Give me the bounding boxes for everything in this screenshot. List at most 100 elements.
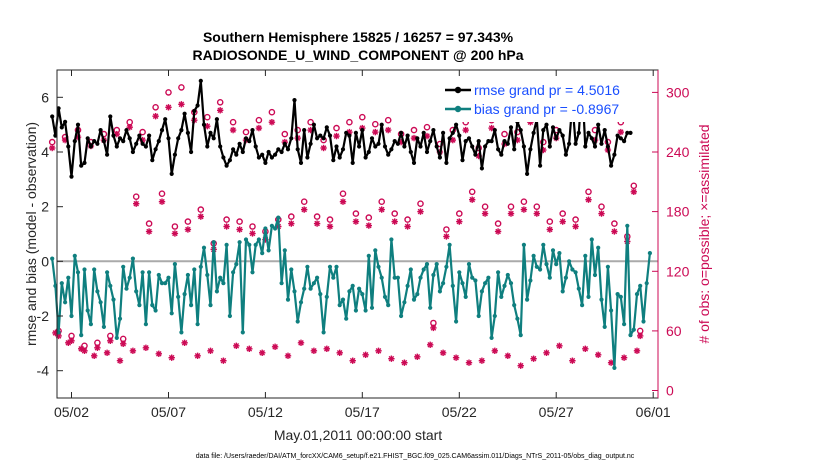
obs-possible-point [494, 220, 502, 227]
rmse-point [156, 139, 161, 144]
rmse-point [376, 141, 381, 146]
obs-possible-point [326, 216, 334, 223]
obs-assimilated-point [559, 218, 566, 225]
rmse-point [521, 144, 527, 149]
obs-assimilated-point [268, 119, 276, 126]
bias-point [279, 281, 284, 286]
obs-assimilated-point [297, 339, 305, 346]
bias-point [205, 272, 210, 278]
obs-possible-point [171, 223, 179, 230]
bias-point [609, 308, 614, 313]
rmse-point [56, 106, 61, 111]
bias-point [108, 283, 113, 288]
rmse-point [172, 152, 177, 157]
rmse-point [447, 136, 452, 141]
obs-assimilated-point [546, 226, 553, 233]
obs-assimilated-point [94, 344, 101, 351]
rmse-point [350, 160, 355, 165]
rmse-point [382, 144, 388, 149]
obs-assimilated-point [372, 128, 379, 136]
obs-assimilated-point [49, 144, 56, 152]
rmse-point [399, 130, 404, 135]
rmse-point [334, 144, 339, 149]
obs-possible-point [358, 113, 366, 121]
bias-point [538, 267, 543, 272]
rmse-point [437, 155, 442, 160]
obs-assimilated-point [133, 200, 140, 207]
legend: rmse grand pr = 4.5016 bias grand pr = -… [442, 80, 647, 122]
bias-point [363, 308, 368, 313]
x-tick-label: 05/02 [54, 404, 89, 420]
bias-point [402, 300, 407, 305]
rmse-point [560, 133, 565, 138]
obs-assimilated-point [443, 233, 450, 240]
obs-assimilated-point [517, 362, 524, 369]
bias-point [234, 262, 239, 267]
rmse-point [518, 128, 523, 133]
rmse-point [454, 122, 459, 127]
rmse-point [489, 139, 494, 144]
bias-point [124, 286, 129, 291]
obs-assimilated-point [507, 210, 515, 217]
x-tick-label: 06/01 [636, 404, 671, 420]
obs-possible-point [333, 124, 340, 132]
rmse-point [302, 128, 307, 133]
bias-point [72, 253, 77, 258]
bias-point [634, 292, 640, 297]
rmse-point [366, 149, 371, 155]
rmse-point [195, 103, 200, 108]
obs-assimilated-point [271, 343, 279, 350]
obs-possible-point [481, 203, 489, 210]
rmse-point [476, 139, 481, 144]
obs-assimilated-point [388, 355, 395, 362]
obs-possible-point [223, 216, 230, 223]
rmse-point [108, 114, 113, 119]
bias-point [311, 281, 316, 286]
obs-possible-point [300, 198, 308, 205]
bias-point [605, 264, 611, 269]
rmse-point [276, 147, 281, 152]
rmse-point [214, 117, 219, 122]
bias-point [302, 286, 307, 291]
rmse-point [298, 160, 304, 165]
obs-assimilated-point [168, 354, 175, 361]
rmse-point [431, 128, 436, 133]
rmse-point [285, 147, 291, 152]
rmse-point [266, 149, 271, 155]
bias-point [405, 283, 410, 288]
bias-point [502, 283, 507, 288]
rmse-point [237, 141, 242, 146]
y-left-tick-label: 0 [41, 253, 49, 269]
obs-assimilated-point [204, 123, 211, 130]
rmse-point [224, 163, 229, 168]
obs-assimilated-point [630, 188, 637, 195]
y-right-tick-label: 120 [666, 263, 690, 279]
obs-assimilated-point [155, 350, 162, 357]
obs-assimilated-point [223, 223, 230, 230]
rmse-point [389, 147, 394, 152]
obs-possible-point [268, 108, 276, 116]
obs-assimilated-point [107, 337, 114, 344]
bias-point [308, 286, 313, 291]
rmse-point [324, 125, 329, 130]
bias-point [625, 223, 630, 228]
bias-point [550, 248, 556, 253]
rmse-point [114, 144, 119, 149]
rmse-point [402, 144, 407, 149]
obs-assimilated-point [288, 220, 295, 227]
obs-assimilated-point [365, 222, 372, 229]
rmse-point [357, 144, 362, 149]
rmse-point [538, 163, 543, 168]
rmse-point [360, 128, 365, 133]
rmse-point [618, 136, 623, 141]
bias-point [492, 313, 497, 319]
obs-assimilated-point [181, 339, 188, 346]
bias-point [580, 303, 585, 308]
bias-point [463, 294, 468, 299]
obs-assimilated-point [352, 218, 360, 225]
rmse-point [625, 130, 630, 135]
bias-point [499, 294, 504, 299]
obs-possible-point [132, 193, 140, 200]
obs-count-layer [48, 84, 644, 369]
obs-assimilated-point [116, 357, 124, 364]
